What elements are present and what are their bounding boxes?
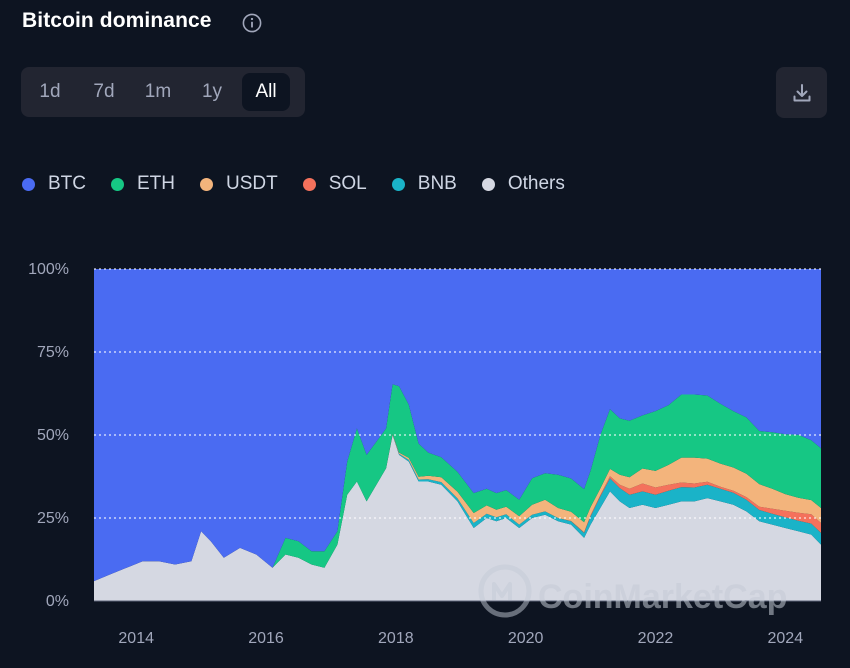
y-tick-label: 75%	[37, 344, 69, 361]
download-button[interactable]	[776, 67, 827, 118]
x-tick-label: 2024	[768, 630, 804, 647]
legend-item-usdt[interactable]: USDT	[200, 173, 278, 195]
range-1y-button[interactable]: 1y	[201, 81, 223, 102]
legend-label-eth: ETH	[137, 173, 175, 194]
y-tick-label: 50%	[37, 427, 69, 444]
area-others	[94, 435, 821, 601]
legend-dot-bnb	[391, 177, 405, 191]
legend-label-bnb: BNB	[417, 173, 457, 194]
x-tick-label: 2014	[118, 630, 154, 647]
legend-label-btc: BTC	[48, 173, 86, 194]
x-tick-label: 2020	[508, 630, 544, 647]
legend-dot-others	[481, 177, 495, 191]
range-7d-button[interactable]: 7d	[93, 81, 115, 102]
time-range-selector: 1d 7d 1m 1y All	[21, 67, 305, 117]
area-eth	[94, 384, 821, 582]
legend-item-bnb[interactable]: BNB	[391, 173, 457, 195]
x-tick-label: 2018	[378, 630, 414, 647]
y-axis: 0% 25% 50% 75% 100%	[28, 261, 69, 610]
dominance-chart[interactable]: CoinMarketCap 0%25%50%75%100% 2014 2016 20…	[0, 250, 850, 668]
watermark: CoinMarketCap	[478, 564, 787, 618]
legend-dot-btc	[22, 177, 35, 191]
range-all-button[interactable]: All	[242, 73, 290, 111]
legend-item-sol[interactable]: SOL	[302, 173, 367, 195]
area-btc	[94, 269, 821, 582]
legend-dot-sol	[302, 177, 316, 191]
x-tick-label: 2022	[638, 630, 674, 647]
info-icon[interactable]	[242, 13, 262, 33]
page-title: Bitcoin dominance	[22, 9, 212, 32]
legend-item-btc[interactable]: BTC	[22, 173, 86, 195]
x-tick-label: 2016	[248, 630, 284, 647]
legend-item-eth[interactable]: ETH	[111, 173, 175, 195]
area-usdt	[94, 434, 821, 582]
legend-label-sol: SOL	[328, 173, 367, 194]
legend-label-usdt: USDT	[226, 173, 278, 194]
watermark-text: CoinMarketCap	[538, 578, 787, 616]
chart-legend: BTC ETH USDT SOL BNB Others	[22, 173, 590, 195]
y-tick-label: 25%	[37, 510, 69, 527]
legend-dot-eth	[111, 177, 124, 191]
y-tick-label: 100%	[28, 261, 69, 278]
range-1d-button[interactable]: 1d	[39, 81, 61, 102]
y-tick-label: 0%	[46, 593, 69, 610]
coinmarketcap-logo-icon	[478, 564, 532, 618]
legend-label-others: Others	[507, 173, 565, 194]
download-icon	[793, 83, 810, 101]
legend-item-others[interactable]: Others	[481, 173, 565, 195]
x-axis: 2014 2016 2018 2020 2022 2024	[118, 630, 803, 647]
grid-layer	[94, 268, 821, 602]
legend-dot-usdt	[200, 177, 213, 191]
area-series-layer	[94, 269, 821, 601]
range-1m-button[interactable]: 1m	[144, 81, 172, 102]
